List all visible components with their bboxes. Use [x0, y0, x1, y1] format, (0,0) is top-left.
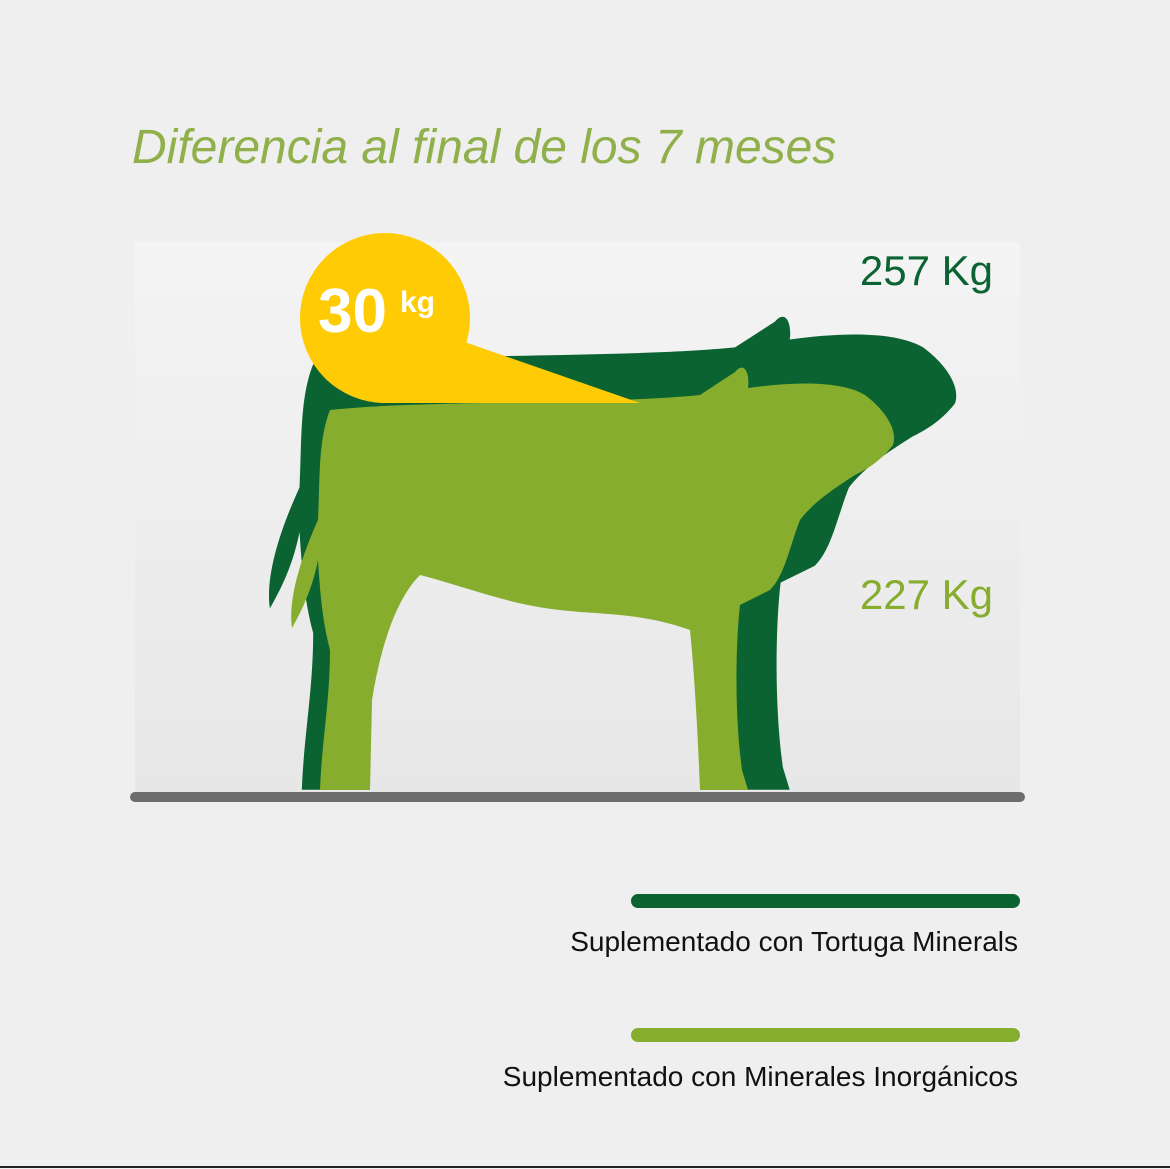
legend-label: Suplementado con Minerales Inorgánicos [503, 1061, 1018, 1092]
title: Diferencia al final de los 7 meses [132, 121, 836, 174]
weight-label: 257 Kg [860, 247, 993, 294]
weight-label: 227 Kg [860, 571, 993, 618]
cow-small [291, 367, 895, 790]
callout-circle [300, 233, 470, 403]
legend-label: Suplementado con Tortuga Minerals [570, 926, 1018, 957]
callout-unit: kg [400, 286, 435, 319]
callout-value: 30 [318, 277, 387, 346]
